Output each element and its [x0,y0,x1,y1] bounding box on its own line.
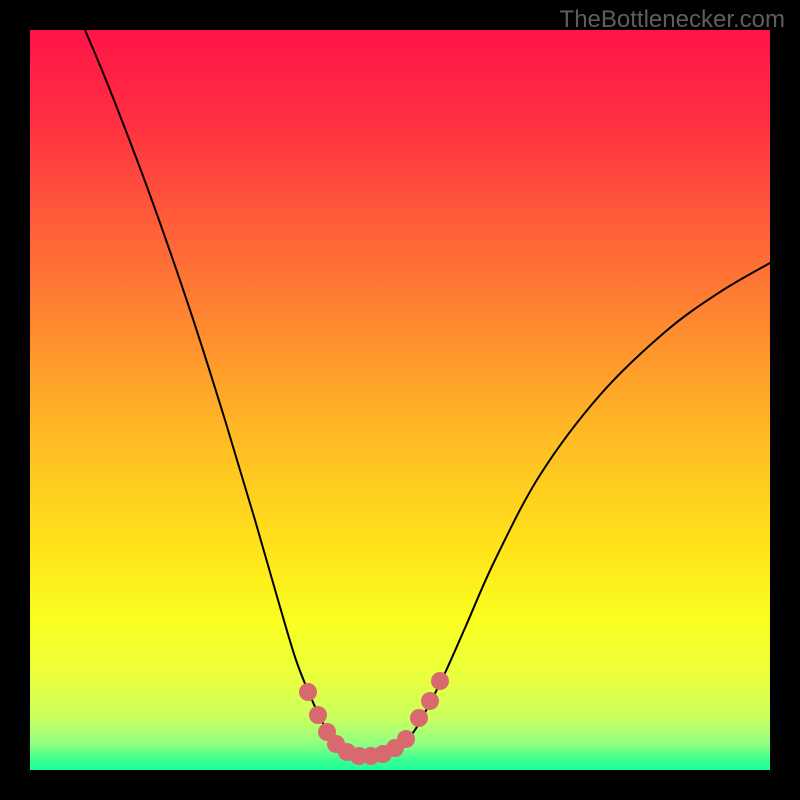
curve-marker [421,692,439,710]
curve-marker [309,706,327,724]
curve-marker [299,683,317,701]
curve-markers [299,672,449,765]
chart-svg [0,0,800,800]
curve-marker [431,672,449,690]
bottleneck-curve [85,30,770,757]
curve-marker [410,709,428,727]
curve-marker [397,730,415,748]
